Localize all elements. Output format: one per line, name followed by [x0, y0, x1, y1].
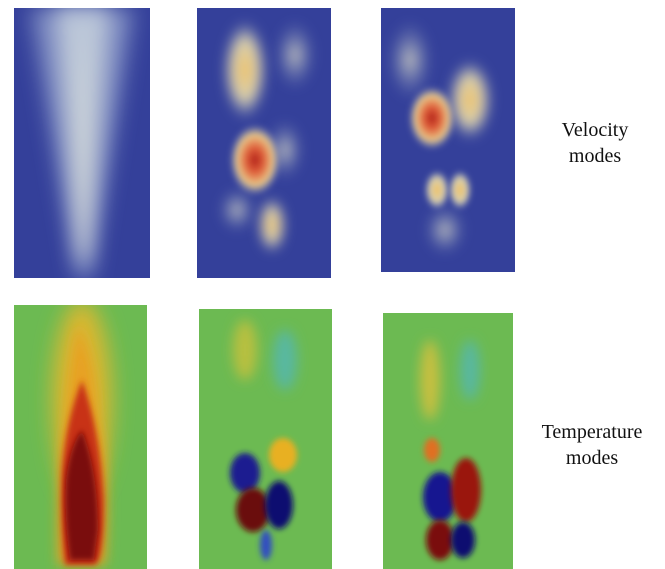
page: Velocity modes Temperature modes (() => … [0, 0, 665, 569]
label-line: modes [569, 145, 621, 167]
temperature-mode-3 [383, 313, 513, 569]
label-line: Temperature [542, 421, 643, 443]
velocity-mode-3 [381, 8, 515, 272]
temperature-mode-2 [199, 309, 332, 569]
temperature-mode-1 [14, 300, 147, 569]
velocity-mode-1 [14, 8, 150, 278]
label-line: modes [566, 447, 618, 469]
velocity-mode-2 [197, 8, 331, 278]
label-line: Velocity [562, 119, 629, 141]
figure: Velocity modes Temperature modes [0, 0, 665, 569]
